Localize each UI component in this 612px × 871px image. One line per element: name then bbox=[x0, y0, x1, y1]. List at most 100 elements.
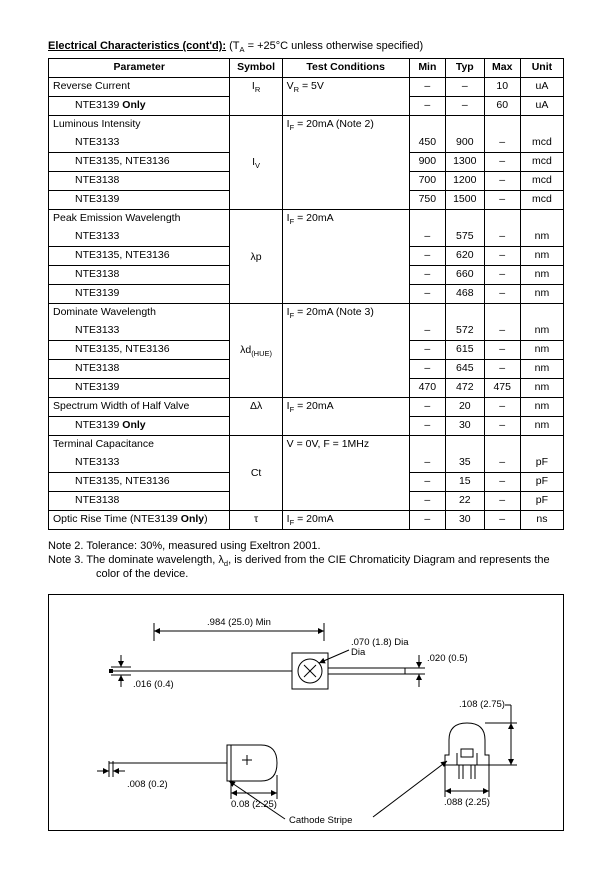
dim-thk-l: .016 (0.4) bbox=[133, 679, 174, 690]
cell-min bbox=[409, 210, 445, 229]
cell-typ: 572 bbox=[446, 322, 485, 341]
cell-unit: mcd bbox=[520, 134, 563, 153]
cell-max: – bbox=[484, 266, 520, 285]
cell-parameter: NTE3133 bbox=[49, 322, 230, 341]
cell-unit: uA bbox=[520, 78, 563, 97]
cell-unit bbox=[520, 304, 563, 323]
cell-typ: 645 bbox=[446, 360, 485, 379]
cell-unit: pF bbox=[520, 454, 563, 473]
cell-parameter: NTE3133 bbox=[49, 454, 230, 473]
cell-max: – bbox=[484, 247, 520, 266]
cell-unit: nm bbox=[520, 266, 563, 285]
table-row: Spectrum Width of Half ValveΔλIF = 20mA–… bbox=[49, 398, 564, 417]
cell-min: 470 bbox=[409, 379, 445, 398]
cell-conditions: VR = 5V bbox=[282, 78, 409, 116]
cell-unit: mcd bbox=[520, 191, 563, 210]
table-row: Luminous IntensityIVIF = 20mA (Note 2) bbox=[49, 116, 564, 135]
cell-min: – bbox=[409, 97, 445, 116]
cell-parameter: NTE3139 Only bbox=[49, 417, 230, 436]
cell-min: – bbox=[409, 78, 445, 97]
cell-max: – bbox=[484, 398, 520, 417]
cell-unit bbox=[520, 436, 563, 455]
cell-unit: nm bbox=[520, 228, 563, 247]
cell-min bbox=[409, 116, 445, 135]
cell-unit: nm bbox=[520, 398, 563, 417]
dim-top-len: .984 (25.0) Min bbox=[207, 617, 271, 628]
cell-parameter: Luminous Intensity bbox=[49, 116, 230, 135]
dim-cathode: Cathode Stripe bbox=[289, 815, 352, 826]
cell-min: – bbox=[409, 492, 445, 511]
col-typ: Typ bbox=[446, 59, 485, 78]
cell-typ bbox=[446, 436, 485, 455]
cell-symbol: IR bbox=[230, 78, 282, 116]
section-title: Electrical Characteristics (cont'd): bbox=[48, 40, 226, 52]
cell-symbol: λp bbox=[230, 210, 282, 304]
col-symbol: Symbol bbox=[230, 59, 282, 78]
cell-max: 60 bbox=[484, 97, 520, 116]
cell-symbol: IV bbox=[230, 116, 282, 210]
cell-typ bbox=[446, 210, 485, 229]
cell-typ: 1500 bbox=[446, 191, 485, 210]
cell-parameter: NTE3138 bbox=[49, 266, 230, 285]
section-heading: Electrical Characteristics (cont'd): (TA… bbox=[48, 40, 564, 54]
cell-unit: nm bbox=[520, 247, 563, 266]
cell-conditions: IF = 20mA (Note 2) bbox=[282, 116, 409, 210]
cell-max: – bbox=[484, 153, 520, 172]
cell-max: – bbox=[484, 134, 520, 153]
table-header-row: Parameter Symbol Test Conditions Min Typ… bbox=[49, 59, 564, 78]
cell-symbol: λd(HUE) bbox=[230, 304, 282, 398]
cell-min: – bbox=[409, 247, 445, 266]
cell-unit: nm bbox=[520, 285, 563, 304]
cell-unit: ns bbox=[520, 511, 563, 530]
cell-parameter: Peak Emission Wavelength bbox=[49, 210, 230, 229]
cell-parameter: NTE3135, NTE3136 bbox=[49, 473, 230, 492]
cell-parameter: NTE3138 bbox=[49, 360, 230, 379]
cell-parameter: NTE3139 bbox=[49, 191, 230, 210]
cell-typ: 15 bbox=[446, 473, 485, 492]
cell-min: – bbox=[409, 228, 445, 247]
dim-body-r: .088 (2.25) bbox=[444, 797, 490, 808]
cell-parameter: NTE3135, NTE3136 bbox=[49, 153, 230, 172]
cell-max: – bbox=[484, 511, 520, 530]
cell-max: – bbox=[484, 492, 520, 511]
cell-min: 750 bbox=[409, 191, 445, 210]
cell-max bbox=[484, 210, 520, 229]
cell-max: – bbox=[484, 285, 520, 304]
cell-parameter: NTE3139 bbox=[49, 285, 230, 304]
cell-typ: – bbox=[446, 78, 485, 97]
cell-max: 10 bbox=[484, 78, 520, 97]
cell-min: – bbox=[409, 398, 445, 417]
dim-height-r: .108 (2.75) bbox=[459, 699, 505, 710]
cell-typ: 1200 bbox=[446, 172, 485, 191]
table-row: Optic Rise Time (NTE3139 Only)τIF = 20mA… bbox=[49, 511, 564, 530]
cell-max: – bbox=[484, 417, 520, 436]
cell-max: – bbox=[484, 360, 520, 379]
table-row: Peak Emission WavelengthλpIF = 20mA bbox=[49, 210, 564, 229]
characteristics-table: Parameter Symbol Test Conditions Min Typ… bbox=[48, 58, 564, 530]
cell-conditions: IF = 20mA bbox=[282, 210, 409, 304]
cell-max: 475 bbox=[484, 379, 520, 398]
cell-min: 700 bbox=[409, 172, 445, 191]
note-3: Note 3. The dominate wavelength, λd, is … bbox=[48, 554, 564, 580]
cell-typ bbox=[446, 116, 485, 135]
col-conditions: Test Conditions bbox=[282, 59, 409, 78]
cell-symbol: τ bbox=[230, 511, 282, 530]
cell-min bbox=[409, 304, 445, 323]
cell-unit: nm bbox=[520, 322, 563, 341]
cell-min: – bbox=[409, 360, 445, 379]
cell-min: – bbox=[409, 341, 445, 360]
cell-typ: 30 bbox=[446, 417, 485, 436]
note-2: Note 2. Tolerance: 30%, measured using E… bbox=[48, 540, 564, 552]
cell-max bbox=[484, 436, 520, 455]
cell-parameter: NTE3133 bbox=[49, 228, 230, 247]
mechanical-diagram: .984 (25.0) Min .070 (1.8) Dia Dia .020 … bbox=[48, 594, 564, 831]
cell-conditions: IF = 20mA bbox=[282, 398, 409, 436]
cell-parameter: NTE3133 bbox=[49, 134, 230, 153]
cell-typ: 660 bbox=[446, 266, 485, 285]
cell-conditions: IF = 20mA bbox=[282, 511, 409, 530]
cell-typ: – bbox=[446, 97, 485, 116]
col-unit: Unit bbox=[520, 59, 563, 78]
table-row: Reverse CurrentIRVR = 5V––10uA bbox=[49, 78, 564, 97]
cell-min: – bbox=[409, 511, 445, 530]
cell-min: – bbox=[409, 266, 445, 285]
